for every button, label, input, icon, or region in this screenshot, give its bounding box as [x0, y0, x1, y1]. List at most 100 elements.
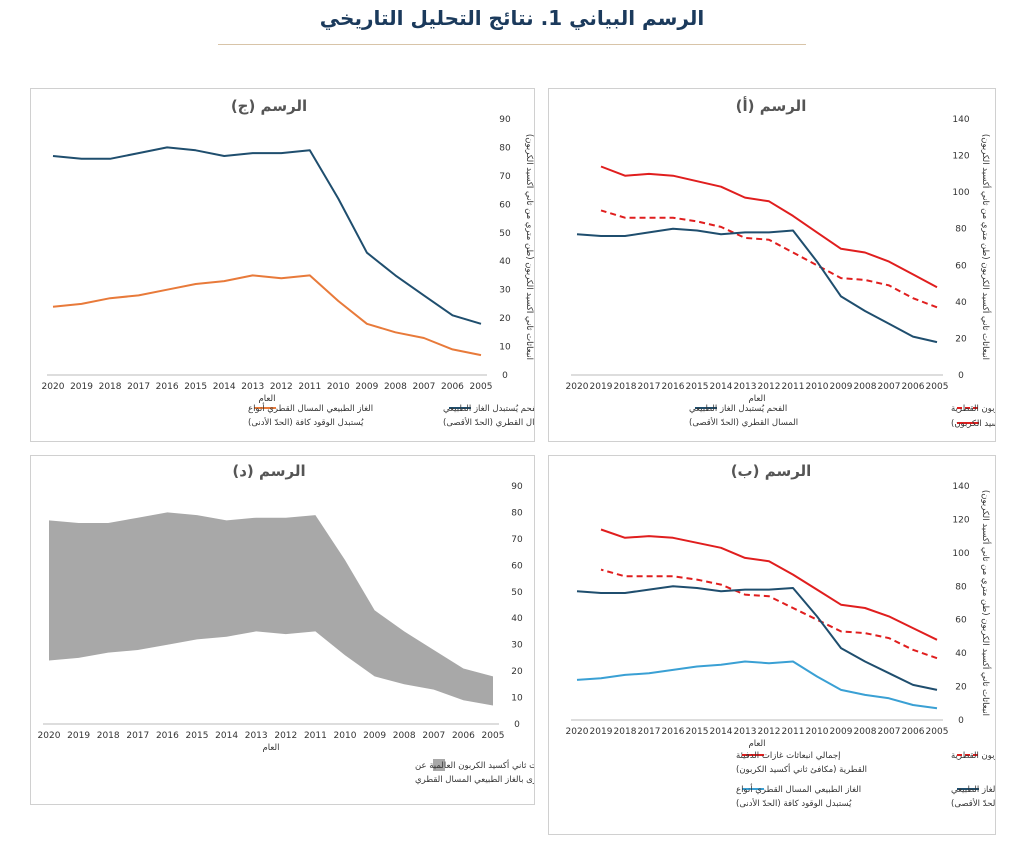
y-tick-label: 100 — [952, 549, 969, 559]
y-tick-label: 70 — [511, 535, 523, 545]
x-tick-label: 2007 — [878, 727, 901, 737]
x-tick-label: 2007 — [878, 382, 901, 392]
x-tick-label: 2011 — [782, 382, 805, 392]
x-tick-label: 2011 — [304, 731, 327, 741]
x-tick-label: 2019 — [590, 727, 613, 737]
x-tick-label: 2005 — [470, 382, 493, 392]
legend-label-line: يُستبدل الوقود كافة (الحدّ الأدنى) — [736, 798, 852, 809]
x-tick-label: 2015 — [686, 727, 709, 737]
x-tick-label: 2007 — [412, 382, 435, 392]
series-line-1 — [600, 209, 938, 309]
x-tick-label: 2012 — [274, 731, 297, 741]
y-tick-label: 0 — [958, 716, 964, 726]
y-tick-label: 140 — [952, 482, 969, 492]
x-tick-label: 2019 — [67, 731, 90, 741]
x-tick-label: 2018 — [99, 382, 122, 392]
series-line-2 — [576, 585, 938, 691]
legend-label-line: القطرية (مكافئ ثاني أكسيد الكربون) — [736, 763, 867, 775]
y-tick-label: 70 — [499, 172, 511, 182]
chart-title: الرسم (د) — [232, 462, 305, 480]
y-tick-label: 20 — [955, 683, 967, 693]
series-line-0 — [600, 528, 938, 641]
x-tick-label: 2007 — [422, 731, 445, 741]
x-tick-label: 2017 — [127, 382, 150, 392]
y-tick-label: 60 — [511, 561, 523, 571]
series-line-0 — [600, 165, 938, 289]
x-tick-label: 2016 — [662, 382, 685, 392]
x-tick-label: 2006 — [902, 382, 925, 392]
legend-label-line: الفحم يُستبدل الغاز الطبيعي — [443, 404, 534, 414]
x-tick-label: 2015 — [686, 382, 709, 392]
legend-label: الفحم يُستبدل الغاز الطبيعي المسال القطري… — [951, 785, 995, 809]
y-tick-label: 0 — [514, 720, 520, 730]
band-area — [49, 512, 493, 706]
x-tick-label: 2017 — [638, 727, 661, 737]
y-tick-label: 140 — [952, 115, 969, 125]
x-tick-label: 2006 — [441, 382, 464, 392]
x-tick-label: 2013 — [734, 727, 757, 737]
legend-label-line: الفحم يُستبدل الغاز الطبيعي — [951, 785, 995, 795]
x-tick-label: 2008 — [854, 727, 877, 737]
x-tick-label: 2018 — [614, 382, 637, 392]
x-tick-label: 2016 — [662, 727, 685, 737]
chart-svg-b: الرسم (ب)2005200620072008200920102011201… — [566, 462, 995, 809]
x-axis-label: العام — [259, 394, 276, 404]
y-tick-label: 20 — [955, 334, 967, 344]
y-tick-label: 10 — [511, 694, 523, 704]
x-tick-label: 2020 — [42, 382, 65, 392]
legend-label: نطاق التخفيضات المرجّحة في انبعاثات ثاني… — [415, 759, 534, 785]
x-tick-label: 2005 — [482, 731, 505, 741]
x-tick-label: 2011 — [298, 382, 321, 392]
legend-label: الفحم يُستبدل الغاز الطبيعي المسال القطري… — [443, 404, 534, 428]
legend-label: الفحم يُستبدل الغاز الطبيعي المسال القطري… — [689, 404, 798, 428]
x-tick-label: 2005 — [926, 727, 949, 737]
x-tick-label: 2018 — [97, 731, 120, 741]
x-axis-label: العام — [749, 394, 766, 404]
x-tick-label: 2018 — [614, 727, 637, 737]
legend-label-line: المسال القطري (الحدّ الأقصى) — [951, 798, 995, 809]
chart-panel-d: الرسم (د) 2005 2006 2007 2008 2009 2010 2011 201… — [30, 455, 535, 805]
x-tick-label: 2009 — [830, 727, 853, 737]
x-tick-label: 2013 — [245, 731, 268, 741]
x-tick-label: 2017 — [638, 382, 661, 392]
y-tick-label: 100 — [952, 188, 969, 198]
chart-title: الرسم (ج) — [231, 97, 307, 115]
x-tick-label: 2013 — [734, 382, 757, 392]
x-axis-label: العام — [263, 743, 280, 753]
x-tick-label: 2010 — [806, 727, 829, 737]
x-tick-label: 2016 — [156, 382, 179, 392]
x-tick-label: 2019 — [70, 382, 93, 392]
x-tick-label: 2012 — [758, 727, 781, 737]
x-tick-label: 2006 — [902, 727, 925, 737]
y-tick-label: 120 — [952, 515, 969, 525]
legend-label-line: نطاق التخفيضات المرجّحة في انبعاثات ثاني… — [415, 759, 534, 771]
x-tick-label: 2012 — [270, 382, 293, 392]
y-tick-label: 0 — [958, 371, 964, 381]
y-tick-label: 80 — [511, 508, 523, 518]
x-tick-label: 2008 — [393, 731, 416, 741]
x-tick-label: 2014 — [215, 731, 238, 741]
legend-label: الغاز الطبيعي المسال القطري أنواع يُستبدل… — [248, 402, 373, 428]
x-tick-label: 2010 — [806, 382, 829, 392]
y-tick-label: 60 — [955, 616, 967, 626]
y-tick-label: 50 — [511, 588, 523, 598]
x-tick-label: 2015 — [184, 382, 207, 392]
y-tick-label: 10 — [499, 343, 511, 353]
chart-svg-c: الرسم (ج)2005200620072008200920102011201… — [42, 97, 534, 428]
x-tick-label: 2010 — [327, 382, 350, 392]
chart-title: الرسم (ب) — [731, 462, 812, 480]
y-axis-label: انبعاثات ثاني أكسيد الكربون (طن متري من … — [980, 490, 992, 716]
chart-title: الرسم (أ) — [736, 96, 807, 115]
x-tick-label: 2014 — [213, 382, 236, 392]
chart-panel-a: الرسم (أ) 2005 2006 2007 2008 2009 2010 2011 201… — [548, 88, 996, 442]
x-tick-label: 2020 — [566, 727, 589, 737]
y-tick-label: 90 — [511, 482, 523, 492]
legend-label-line: الغاز الطبيعي المسال القطري أنواع — [248, 402, 373, 414]
y-tick-label: 30 — [499, 286, 511, 296]
x-tick-label: 2013 — [241, 382, 264, 392]
y-tick-label: 60 — [499, 200, 511, 210]
y-tick-label: 40 — [955, 649, 967, 659]
y-tick-label: 20 — [511, 667, 523, 677]
x-tick-label: 2009 — [355, 382, 378, 392]
x-tick-label: 2006 — [452, 731, 475, 741]
